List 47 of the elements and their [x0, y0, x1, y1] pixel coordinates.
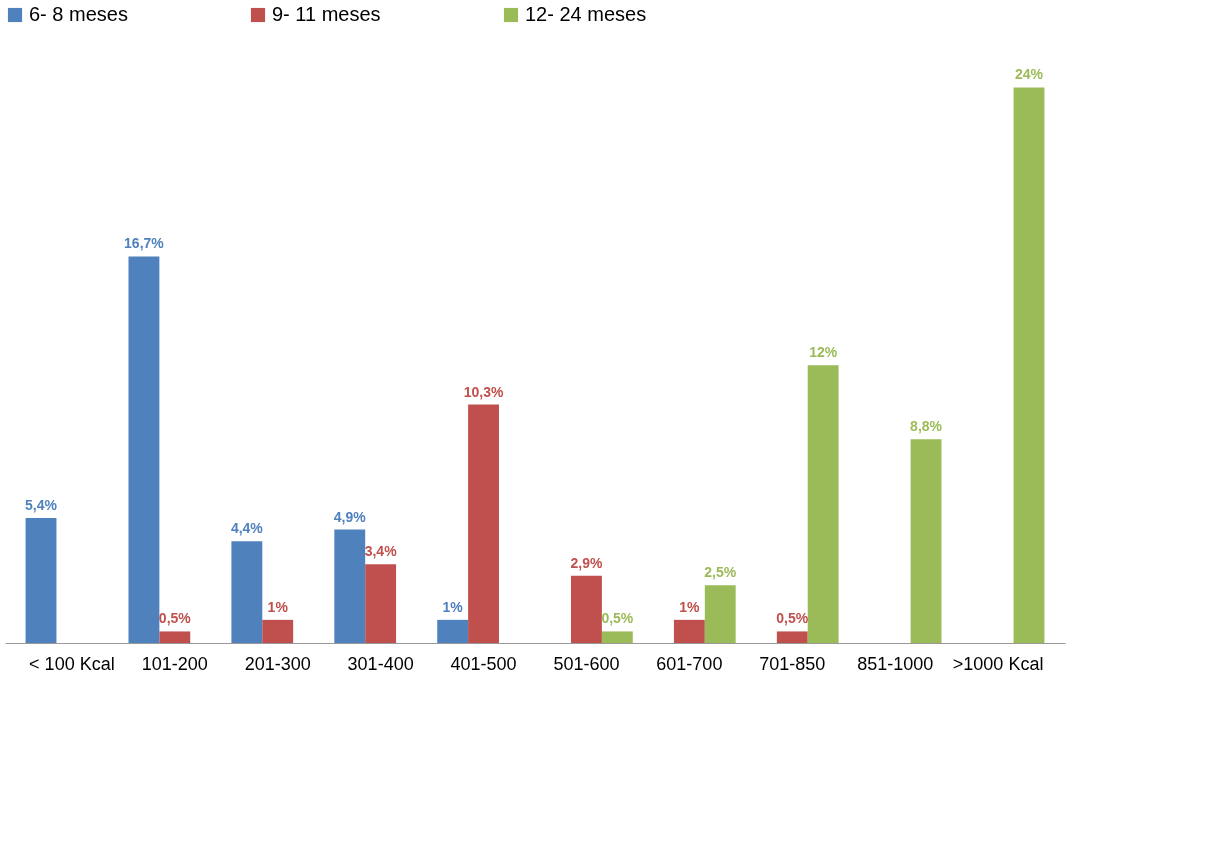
data-label: 5,4%: [25, 497, 58, 513]
legend-label: 6- 8 meses: [29, 3, 128, 25]
bar: [128, 256, 160, 643]
bar: [571, 575, 602, 643]
bar: [262, 619, 294, 643]
x-tick-label: 101-200: [141, 653, 208, 674]
x-tick-label: 401-500: [450, 653, 517, 674]
data-label: 4,4%: [230, 520, 264, 537]
data-label: 2,5%: [704, 564, 737, 581]
data-label: 1%: [267, 598, 289, 615]
data-label: 0,5%: [601, 610, 634, 627]
data-label: 1%: [679, 598, 701, 615]
data-label: 2,9%: [570, 554, 603, 571]
x-tick-label: 851-1000: [857, 653, 934, 674]
x-tick-label: 601-700: [656, 653, 723, 674]
data-label: 16,7%: [124, 235, 165, 252]
data-label: 24%: [1014, 66, 1044, 83]
bar: [673, 619, 705, 643]
bar: [159, 631, 191, 643]
data-label: 3,4%: [364, 543, 398, 560]
bar: [468, 404, 499, 643]
bar: [1013, 87, 1045, 643]
data-label: 0,5%: [158, 610, 192, 627]
bar: [704, 585, 736, 643]
x-tick-label: 301-400: [347, 653, 414, 674]
legend-label: 9- 11 meses: [272, 3, 381, 25]
bar: [910, 439, 942, 643]
data-label: 0,5%: [776, 610, 809, 627]
bar: [807, 365, 839, 643]
data-label: 4,9%: [333, 508, 367, 525]
bar: [231, 541, 263, 643]
data-label: 10,3%: [463, 383, 504, 400]
x-tick-label: 701-850: [759, 653, 826, 674]
bar: [25, 518, 57, 643]
x-tick-label: < 100 Kcal: [29, 653, 115, 674]
data-label: 8,8%: [910, 418, 943, 435]
data-label: 1%: [442, 598, 464, 615]
bar: [776, 631, 808, 643]
data-label: 12%: [809, 344, 838, 361]
legend-label: 12- 24 meses: [525, 3, 647, 25]
bar: [601, 631, 633, 643]
x-tick-label: 201-300: [244, 653, 311, 674]
x-tick-label: >1000 Kcal: [952, 653, 1044, 674]
bar: [365, 564, 397, 643]
bar: [437, 619, 469, 643]
bar: [334, 529, 366, 643]
x-tick-label: 501-600: [553, 653, 620, 674]
